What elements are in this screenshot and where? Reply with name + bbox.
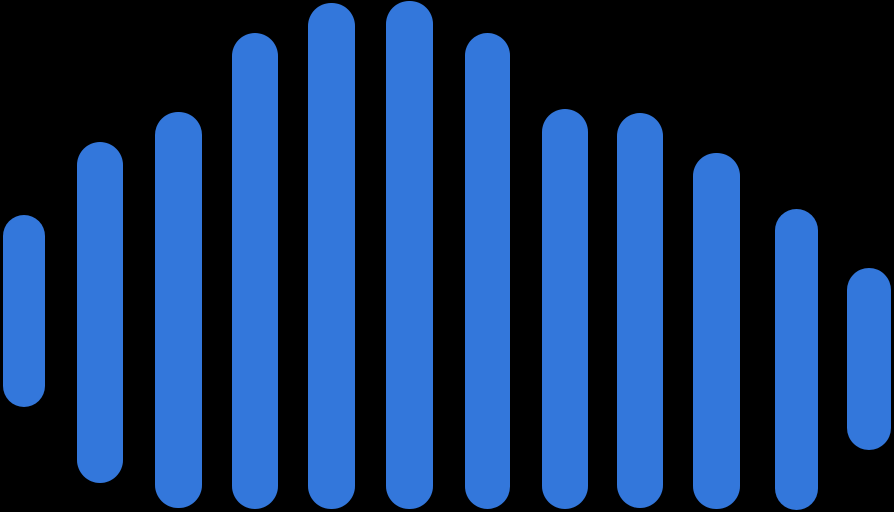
waveform-bar-8	[542, 109, 588, 509]
waveform-bar-6	[386, 1, 433, 509]
waveform-bar-5	[308, 3, 355, 509]
waveform-bar-7	[465, 33, 510, 509]
waveform-bar-9	[617, 113, 663, 508]
waveform-bar-2	[77, 142, 123, 483]
waveform-bar-11	[775, 209, 818, 510]
waveform-bar-4	[232, 33, 278, 509]
waveform-bar-12	[847, 268, 891, 450]
waveform-bar-10	[693, 153, 740, 509]
waveform-bar-1	[3, 215, 45, 407]
waveform-bar-3	[155, 112, 202, 508]
